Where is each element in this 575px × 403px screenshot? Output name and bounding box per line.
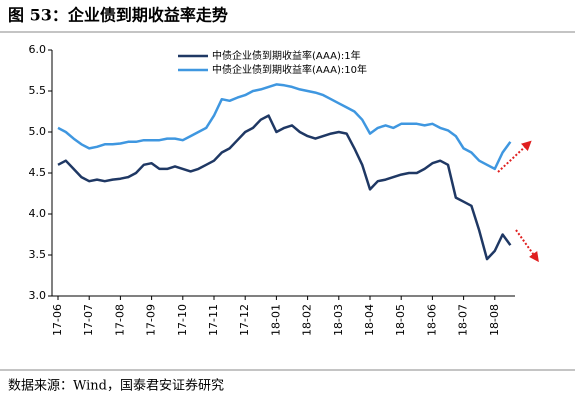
y-tick-label: 3.0 (29, 289, 47, 302)
legend-label: 中债企业债到期收益率(AAA):10年 (212, 63, 367, 76)
x-tick-label: 18-03 (332, 304, 345, 336)
legend-label: 中债企业债到期收益率(AAA):1年 (212, 49, 361, 62)
x-tick-label: 17-07 (82, 304, 95, 336)
y-tick-label: 3.5 (29, 248, 47, 261)
x-tick-label: 17-09 (145, 304, 158, 336)
y-tick-label: 4.5 (29, 166, 47, 179)
down-arrow (515, 229, 539, 263)
up-arrow (497, 140, 532, 173)
x-tick-label: 17-06 (51, 304, 64, 336)
y-tick-label: 5.5 (29, 84, 47, 97)
x-tick-label: 18-08 (488, 304, 501, 336)
x-tick-label: 17-12 (238, 304, 251, 336)
x-tick-label: 18-04 (363, 304, 376, 336)
source: 数据来源：Wind，国泰君安证券研究 (8, 378, 224, 394)
series-line (57, 83, 512, 171)
x-tick-label: 18-05 (394, 304, 407, 336)
x-tick-label: 17-08 (113, 304, 126, 336)
x-tick-label: 18-06 (425, 304, 438, 336)
x-tick-label: 17-11 (207, 304, 220, 336)
y-tick-label: 5.0 (29, 125, 47, 138)
x-tick-label: 17-10 (176, 304, 189, 336)
chart-title: 图 53：企业债到期收益率走势 (8, 6, 228, 25)
y-tick-label: 4.0 (29, 207, 47, 220)
x-tick-label: 18-07 (457, 304, 470, 336)
series-line (57, 114, 512, 261)
x-tick-label: 18-01 (269, 304, 282, 336)
x-tick-label: 18-02 (301, 304, 314, 336)
y-tick-label: 6.0 (29, 43, 47, 56)
